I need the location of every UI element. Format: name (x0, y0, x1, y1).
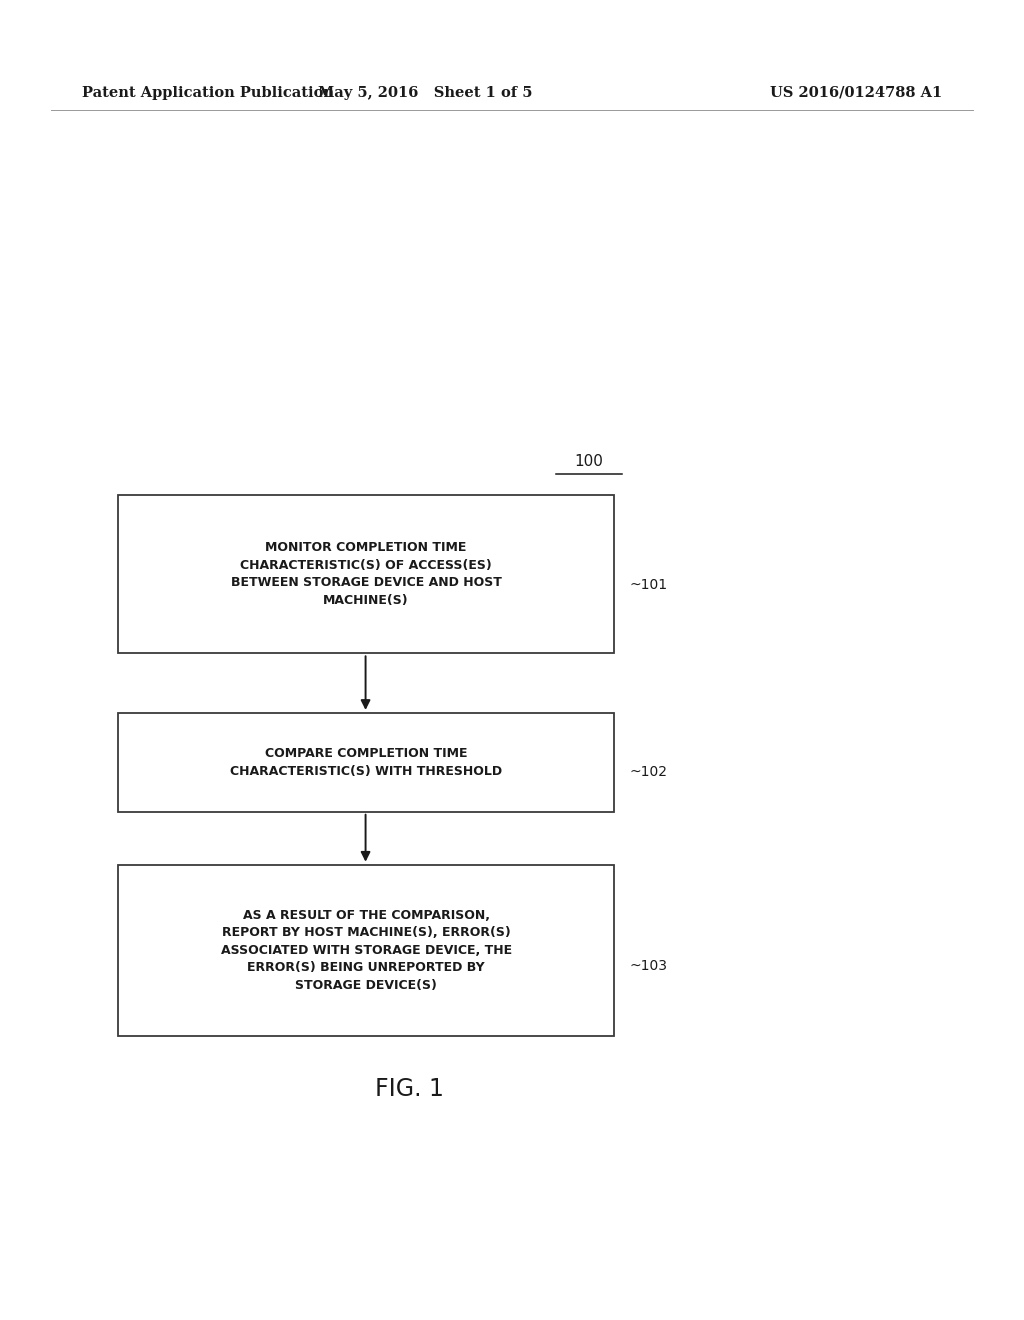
Text: Patent Application Publication: Patent Application Publication (82, 86, 334, 100)
Bar (118, 713, 614, 812)
Text: ~103: ~103 (630, 960, 668, 973)
Text: COMPARE COMPLETION TIME
CHARACTERISTIC(S) WITH THRESHOLD: COMPARE COMPLETION TIME CHARACTERISTIC(S… (230, 747, 502, 777)
Text: FIG. 1: FIG. 1 (375, 1077, 444, 1101)
Text: AS A RESULT OF THE COMPARISON,
REPORT BY HOST MACHINE(S), ERROR(S)
ASSOCIATED WI: AS A RESULT OF THE COMPARISON, REPORT BY… (220, 909, 512, 991)
Text: US 2016/0124788 A1: US 2016/0124788 A1 (770, 86, 942, 100)
Text: May 5, 2016   Sheet 1 of 5: May 5, 2016 Sheet 1 of 5 (317, 86, 532, 100)
Text: 100: 100 (574, 454, 603, 469)
Bar (118, 495, 614, 653)
Text: ~102: ~102 (630, 766, 668, 779)
Text: MONITOR COMPLETION TIME
CHARACTERISTIC(S) OF ACCESS(ES)
BETWEEN STORAGE DEVICE A: MONITOR COMPLETION TIME CHARACTERISTIC(S… (230, 541, 502, 607)
Bar (118, 865, 614, 1036)
Text: ~101: ~101 (630, 578, 668, 591)
